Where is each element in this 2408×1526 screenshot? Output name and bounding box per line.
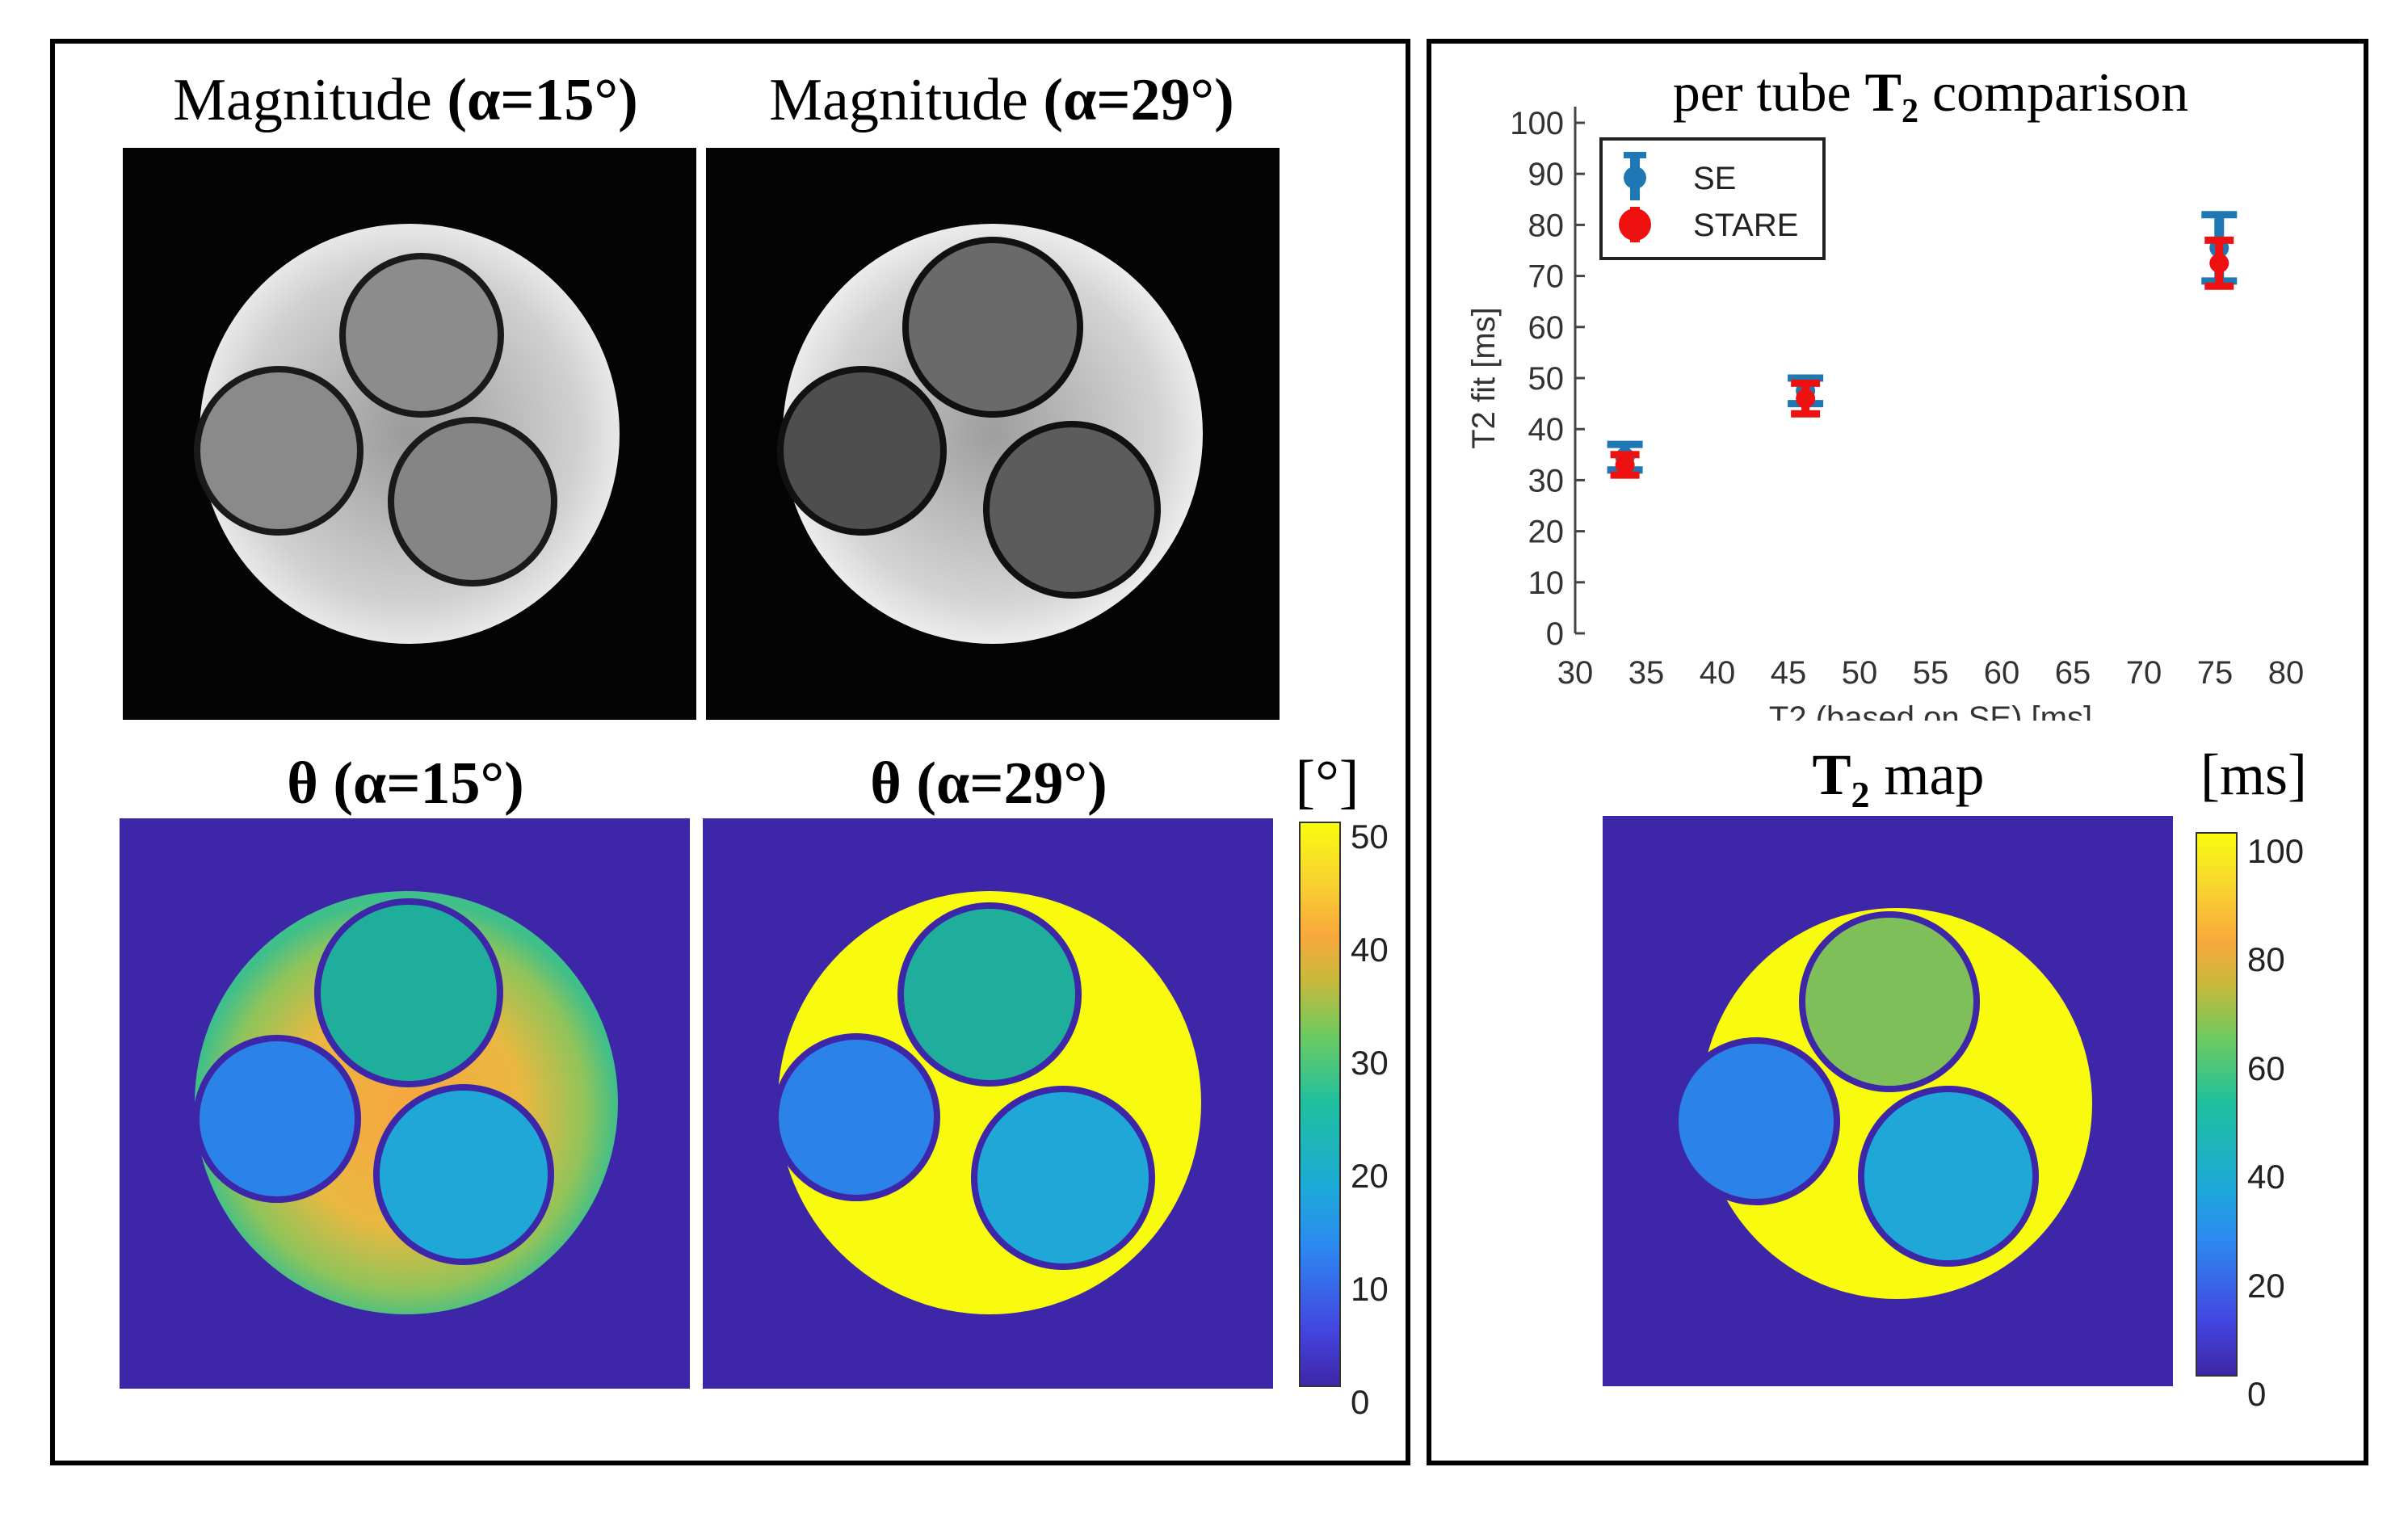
point-stare <box>1615 455 1635 475</box>
point-stare <box>2209 253 2229 273</box>
y-tick-label: 30 <box>1528 463 1565 498</box>
tube-top <box>339 253 504 418</box>
tube-top <box>1799 911 1980 1092</box>
t2-colorbar-tick: 100 <box>2247 832 2305 870</box>
theta-colorbar-tick: 40 <box>1351 931 1389 969</box>
theta-colorbar-tick: 20 <box>1351 1157 1389 1195</box>
tube-top <box>902 237 1083 418</box>
y-tick-label: 0 <box>1546 616 1564 652</box>
x-tick-label: 55 <box>1913 655 1949 691</box>
t2-colorbar-tick: 40 <box>2247 1158 2285 1196</box>
x-tick-label: 75 <box>2197 655 2234 691</box>
point-stare <box>1796 389 1816 409</box>
y-tick-label: 90 <box>1528 157 1565 192</box>
tube-left <box>193 1035 361 1203</box>
theta-colorbar <box>1299 822 1341 1387</box>
y-tick-label: 60 <box>1528 310 1565 346</box>
tube-right <box>373 1084 554 1265</box>
x-tick-label: 65 <box>2055 655 2091 691</box>
tube-left <box>194 366 364 536</box>
theta-map-15 <box>120 818 690 1389</box>
t2-colorbar-tick: 0 <box>2247 1375 2267 1413</box>
magnitude-image-29 <box>706 148 1280 720</box>
theta-colorbar-tick: 0 <box>1351 1383 1370 1421</box>
theta-colorbar-tick: 50 <box>1351 818 1389 855</box>
chart-title: per tube T2 comparison <box>1673 61 2189 130</box>
y-tick-label: 100 <box>1510 106 1564 141</box>
t2-colorbar-tick: 60 <box>2247 1049 2285 1087</box>
y-tick-label: 50 <box>1528 361 1565 397</box>
theta-29-title: θ (α=29°) <box>870 750 1107 817</box>
theta-15-title: θ (α=15°) <box>287 750 524 817</box>
y-tick-label: 10 <box>1528 565 1565 601</box>
legend-se-label: SE <box>1693 161 1736 196</box>
tube-right <box>1858 1086 2039 1267</box>
x-tick-label: 50 <box>1842 655 1878 691</box>
tube-left <box>777 366 947 536</box>
t2-colorbar-unit: [ms] <box>2200 742 2307 807</box>
x-tick-label: 35 <box>1628 655 1665 691</box>
y-axis-label: T2 fit [ms] <box>1466 307 1502 449</box>
magnitude-15-title: Magnitude (α=15°) <box>173 67 638 133</box>
y-tick-label: 80 <box>1528 208 1565 243</box>
x-tick-label: 80 <box>2268 655 2305 691</box>
x-tick-label: 45 <box>1771 655 1807 691</box>
x-tick-label: 60 <box>1984 655 2020 691</box>
x-tick-label: 40 <box>1700 655 1736 691</box>
y-tick-label: 70 <box>1528 259 1565 295</box>
x-tick-label: 70 <box>2126 655 2162 691</box>
legend-stare-symbol <box>1619 208 1651 241</box>
magnitude-29-title: Magnitude (α=29°) <box>769 67 1234 133</box>
tube-left <box>772 1033 940 1201</box>
tube-right <box>971 1086 1155 1270</box>
x-axis-label: T2 (based on SE) [ms] <box>1769 700 2092 721</box>
t2-colorbar-tick: 20 <box>2247 1266 2285 1305</box>
legend-stare-label: STARE <box>1693 208 1798 243</box>
tube-top <box>897 902 1082 1087</box>
theta-colorbar-tick: 30 <box>1351 1044 1389 1082</box>
tube-left <box>1672 1037 1840 1205</box>
tube-right <box>983 421 1161 599</box>
t2-map-image <box>1603 816 2173 1386</box>
y-tick-label: 20 <box>1528 515 1565 550</box>
theta-map-29 <box>703 818 1273 1389</box>
t2-map-title: T2 map <box>1812 742 1985 815</box>
theta-colorbar-tick: 10 <box>1351 1270 1389 1308</box>
legend-se-symbol <box>1624 166 1646 189</box>
y-tick-label: 40 <box>1528 412 1565 448</box>
magnitude-image-15 <box>123 148 696 720</box>
t2-colorbar <box>2196 832 2238 1377</box>
t2-colorbar-tick: 80 <box>2247 940 2285 979</box>
tube-top <box>314 898 503 1087</box>
x-tick-label: 30 <box>1557 655 1594 691</box>
tube-right <box>388 417 557 586</box>
theta-colorbar-unit: [°] <box>1295 749 1359 815</box>
t2-comparison-chart: per tube T2 comparison 0 10 20 30 40 50 60 70 80 9… <box>1466 61 2305 721</box>
